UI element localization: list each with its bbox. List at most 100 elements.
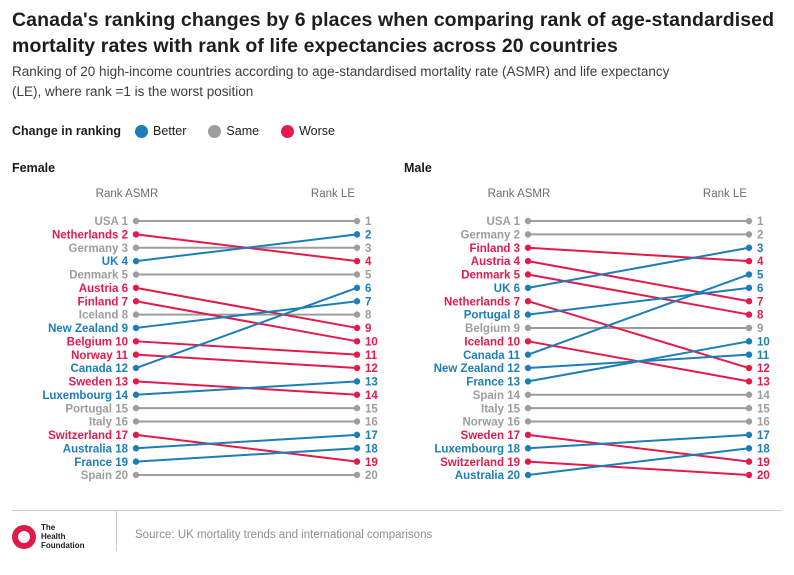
asmr-dot xyxy=(132,217,140,225)
slope-line-sweden xyxy=(527,433,750,463)
chart-subtitle: Ranking of 20 high-income countries acco… xyxy=(12,64,670,100)
le-rank-label: 11 xyxy=(365,350,378,362)
le-rank-label: 2 xyxy=(757,230,763,242)
asmr-dot xyxy=(132,311,140,318)
legend-item-same: Same xyxy=(208,124,259,138)
le-dot xyxy=(745,431,753,439)
country-label: Italy 16 xyxy=(89,417,128,429)
le-rank-label: 2 xyxy=(365,230,371,242)
slope-line-switzerland xyxy=(527,460,750,476)
chart-title: Canada's ranking changes by 6 places whe… xyxy=(12,9,775,57)
le-dot xyxy=(353,471,361,479)
slope-line-france xyxy=(527,340,750,383)
country-label: Denmark 5 xyxy=(69,270,128,282)
slope-line-austria xyxy=(527,260,750,303)
asmr-dot xyxy=(132,404,140,412)
le-dot xyxy=(745,298,753,305)
country-label: Belgium 10 xyxy=(67,336,128,348)
slope-line-uk xyxy=(135,233,358,263)
better-dot-icon xyxy=(135,124,149,138)
le-rank-label: 12 xyxy=(757,363,770,375)
slope-line-france xyxy=(135,447,358,463)
le-dot xyxy=(353,391,361,398)
le-rank-label: 16 xyxy=(757,417,770,429)
le-dot xyxy=(353,351,361,358)
le-rank-label: 11 xyxy=(757,350,770,362)
country-label: France 13 xyxy=(466,377,520,389)
country-label: Denmark 5 xyxy=(461,270,520,282)
asmr-dot xyxy=(524,458,532,465)
le-rank-label: 15 xyxy=(365,403,378,415)
le-rank-label: 16 xyxy=(365,417,378,429)
le-dot xyxy=(353,271,361,278)
asmr-dot xyxy=(524,378,532,385)
le-dot xyxy=(353,257,361,265)
asmr-dot xyxy=(524,311,532,318)
country-label: Canada 11 xyxy=(463,350,520,362)
le-dot xyxy=(353,244,361,251)
logo-line: The xyxy=(41,523,56,532)
legend: Change in ranking Better Same Worse xyxy=(12,124,357,138)
asmr-dot xyxy=(132,351,140,358)
le-dot xyxy=(353,298,361,305)
le-dot xyxy=(745,351,753,358)
country-label: New Zealand 9 xyxy=(48,323,128,335)
legend-item-label: Same xyxy=(226,124,260,138)
le-rank-label: 3 xyxy=(757,243,763,255)
le-dot xyxy=(745,311,753,318)
col-header-le: Rank LE xyxy=(703,188,747,200)
asmr-dot xyxy=(524,338,532,345)
country-label: Norway 16 xyxy=(462,417,520,429)
health-foundation-logo: The Health Foundation xyxy=(12,523,116,551)
asmr-dot xyxy=(524,324,532,332)
slope-line-luxembourg xyxy=(135,380,358,396)
country-label: France 19 xyxy=(74,457,128,469)
asmr-dot xyxy=(132,231,140,238)
asmr-dot xyxy=(524,431,532,439)
logo-line: Health xyxy=(41,532,66,542)
country-label: Switzerland 17 xyxy=(48,430,128,442)
country-label: Austria 4 xyxy=(471,256,521,268)
col-header-asmr: Rank ASMR xyxy=(488,188,551,200)
le-rank-label: 19 xyxy=(365,457,378,469)
le-dot xyxy=(745,404,753,412)
le-dot xyxy=(745,378,753,385)
le-rank-label: 6 xyxy=(757,283,763,295)
asmr-dot xyxy=(524,471,532,479)
slope-line-canada xyxy=(135,286,358,369)
asmr-dot xyxy=(132,471,140,479)
country-label: UK 6 xyxy=(494,283,520,295)
panel-title: Female xyxy=(12,161,55,175)
panel-title: Male xyxy=(404,161,432,175)
le-dot xyxy=(745,471,753,479)
le-dot xyxy=(745,257,753,265)
asmr-dot xyxy=(524,271,532,278)
le-rank-label: 3 xyxy=(365,243,371,255)
le-rank-label: 15 xyxy=(757,403,770,415)
country-label: Luxembourg 18 xyxy=(434,443,520,455)
slope-line-australia xyxy=(135,433,358,450)
asmr-dot xyxy=(524,418,532,425)
asmr-dot xyxy=(132,324,140,332)
slope-line-luxembourg xyxy=(527,433,750,450)
country-label: Luxembourg 14 xyxy=(42,390,128,402)
le-dot xyxy=(745,244,753,251)
slope-line-belgium xyxy=(135,340,358,356)
asmr-dot xyxy=(524,445,532,452)
asmr-dot xyxy=(524,284,532,292)
le-dot xyxy=(745,284,753,292)
asmr-dot xyxy=(132,391,140,398)
le-rank-label: 13 xyxy=(365,377,378,389)
le-rank-label: 5 xyxy=(757,270,764,282)
country-label: Sweden 17 xyxy=(461,430,520,442)
asmr-dot xyxy=(132,244,140,251)
slope-line-finland xyxy=(527,246,750,263)
country-label: Portugal 15 xyxy=(65,403,128,415)
col-header-asmr: Rank ASMR xyxy=(96,188,159,200)
country-label: Australia 18 xyxy=(63,443,129,455)
le-dot xyxy=(745,271,753,278)
country-label: Portugal 8 xyxy=(464,310,521,322)
le-dot xyxy=(353,364,361,372)
same-dot-icon xyxy=(208,124,222,138)
asmr-dot xyxy=(132,271,140,278)
